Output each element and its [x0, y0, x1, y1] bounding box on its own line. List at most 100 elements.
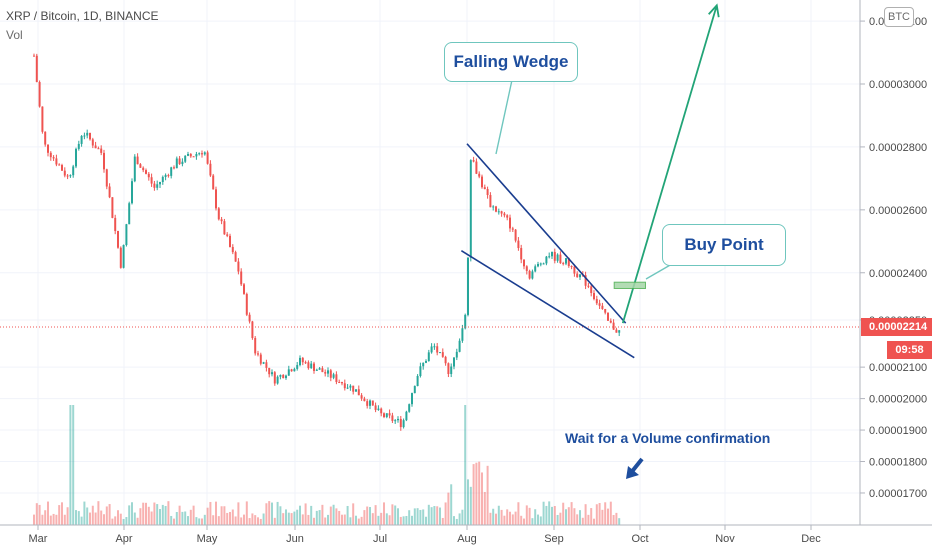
- candle-body: [483, 187, 486, 190]
- volume-bar: [125, 517, 128, 525]
- candle-body: [593, 293, 595, 300]
- volume-legend: Vol: [6, 28, 23, 42]
- volume-bar: [335, 508, 338, 525]
- volume-bar: [47, 501, 49, 525]
- volume-bar: [223, 506, 226, 525]
- volume-bar: [357, 518, 360, 525]
- volume-bar: [486, 465, 489, 525]
- candle-body: [551, 251, 553, 257]
- candle-body: [472, 160, 475, 162]
- candle-body: [173, 167, 175, 169]
- candlestick-series: [33, 53, 621, 431]
- volume-bar: [49, 515, 52, 525]
- volume-bar: [469, 486, 472, 525]
- candle-body: [203, 152, 206, 155]
- volume-bar: [259, 518, 262, 525]
- candle-body: [422, 362, 425, 367]
- volume-bar: [581, 517, 584, 525]
- price-tick-label: 0.00002800: [869, 142, 927, 154]
- volume-bar: [439, 507, 441, 525]
- falling-wedge-callout[interactable]: Falling Wedge: [444, 42, 578, 82]
- candle-body: [450, 366, 453, 375]
- candle-body: [243, 284, 245, 294]
- volume-bar: [604, 502, 607, 525]
- candle-body: [573, 266, 576, 274]
- volume-bar: [497, 505, 500, 525]
- candle-body: [147, 173, 150, 178]
- candle-body: [38, 82, 41, 107]
- volume-bar: [461, 509, 464, 525]
- volume-bar: [254, 515, 257, 525]
- candle-body: [111, 197, 114, 218]
- volume-bar: [105, 506, 108, 525]
- volume-bar: [318, 510, 321, 525]
- volume-bar: [86, 507, 89, 525]
- candle-body: [458, 340, 461, 352]
- volume-bar: [447, 492, 450, 525]
- volume-bar: [243, 514, 245, 525]
- volume-bar: [94, 512, 97, 525]
- candle-body: [192, 156, 195, 158]
- volume-bar: [607, 508, 609, 525]
- volume-bar: [83, 501, 86, 525]
- price-axis[interactable]: 0.00001700 0.00001800 0.00001900 0.00002000…: [860, 16, 927, 500]
- candle-body: [539, 263, 542, 265]
- candle-body: [439, 352, 441, 354]
- candle-body: [153, 183, 156, 188]
- volume-bar: [489, 512, 492, 525]
- candle-body: [528, 270, 531, 279]
- volume-bar: [539, 516, 542, 525]
- volume-bar: [534, 509, 537, 525]
- volume-bar: [285, 509, 287, 525]
- candle-body: [590, 286, 593, 294]
- volume-bar: [271, 502, 273, 525]
- candle-body: [500, 211, 503, 214]
- volume-bar: [299, 505, 301, 525]
- volume-bar: [579, 510, 581, 525]
- candle-body: [285, 375, 287, 379]
- volume-bar: [217, 516, 220, 525]
- volume-bar: [520, 515, 523, 525]
- volume-bar: [304, 503, 307, 525]
- candle-body: [315, 369, 318, 371]
- currency-badge[interactable]: BTC: [884, 7, 914, 27]
- volume-bar: [240, 517, 243, 525]
- target-arrow-line: [621, 5, 718, 324]
- buy-point-callout[interactable]: Buy Point: [662, 224, 786, 266]
- candle-body: [170, 167, 173, 176]
- time-axis[interactable]: Mar Apr May Jun Jul Aug Sep Oct Nov Dec: [29, 525, 822, 545]
- volume-bar: [279, 506, 282, 525]
- candle-body: [290, 369, 293, 372]
- candle-body: [119, 247, 122, 268]
- candle-body: [220, 219, 223, 222]
- time-tick-label: Nov: [715, 533, 735, 545]
- candle-body: [223, 221, 226, 235]
- volume-bar: [369, 507, 371, 525]
- candle-body: [349, 385, 352, 388]
- volume-bar: [537, 514, 539, 525]
- target-arrow-head: [708, 3, 720, 18]
- volume-bar: [111, 518, 114, 525]
- volume-bar: [343, 514, 346, 525]
- volume-bar: [290, 513, 293, 525]
- drawing-layer: [460, 3, 720, 479]
- candle-body: [271, 372, 273, 375]
- candle-body: [427, 352, 430, 362]
- candle-body: [371, 400, 374, 406]
- candle-body: [509, 217, 511, 229]
- volume-bar: [609, 501, 612, 525]
- volume-bar: [209, 501, 212, 525]
- candle-body: [360, 395, 363, 399]
- volume-bar: [551, 506, 553, 525]
- candle-body: [369, 400, 371, 406]
- volume-bar: [523, 518, 525, 525]
- candle-body: [492, 206, 495, 208]
- candle-body: [357, 389, 360, 396]
- candle-body: [587, 285, 590, 287]
- volume-bar: [573, 508, 576, 525]
- volume-bar: [80, 516, 83, 525]
- volume-bar: [346, 505, 349, 525]
- volume-confirmation-note[interactable]: Wait for a Volume confirmation: [565, 430, 771, 446]
- volume-bar: [66, 507, 69, 525]
